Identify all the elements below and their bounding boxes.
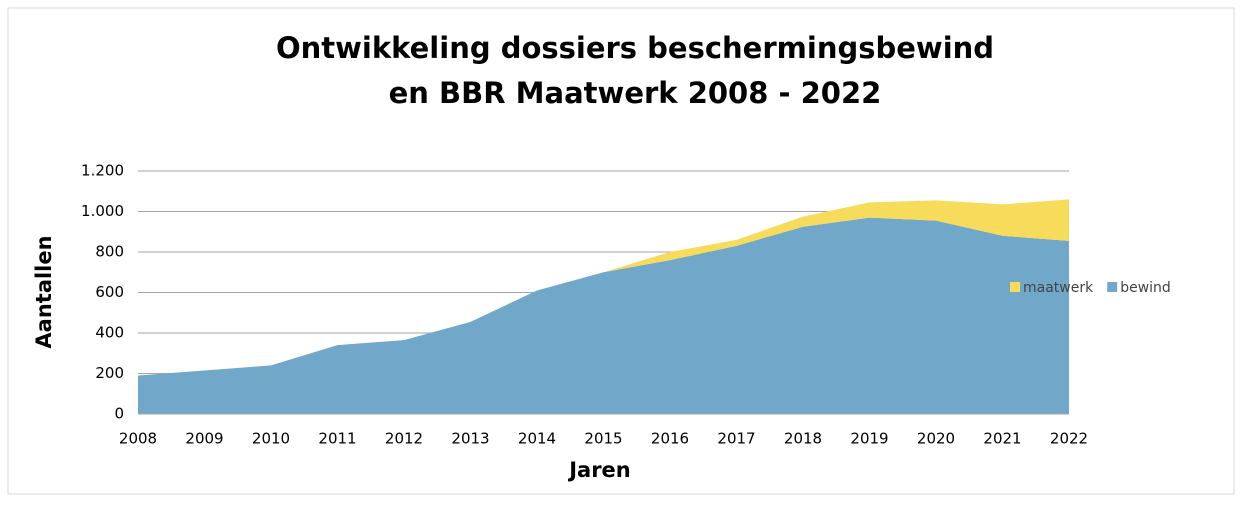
area <box>603 199 1069 273</box>
legend-label: bewind <box>1120 280 1171 296</box>
chart-title: en BBR Maatwerk 2008 - 2022 <box>389 76 882 110</box>
y-tick-label: 1.000 <box>81 202 124 220</box>
legend-label: maatwerk <box>1023 280 1094 296</box>
x-tick-label: 2021 <box>983 430 1021 448</box>
x-tick-label: 2017 <box>717 430 755 448</box>
y-tick-label: 1.200 <box>81 162 124 180</box>
x-tick-label: 2018 <box>784 430 822 448</box>
x-tick-label: 2010 <box>252 430 290 448</box>
chart-title: Ontwikkeling dossiers beschermingsbewind <box>276 31 994 65</box>
y-tick-label: 600 <box>95 283 124 301</box>
legend-swatch <box>1107 282 1118 292</box>
legend-swatch <box>1010 282 1020 292</box>
y-tick-label: 200 <box>95 364 124 382</box>
x-tick-label: 2011 <box>318 430 356 448</box>
x-axis-label: Jaren <box>567 458 631 482</box>
x-tick-label: 2020 <box>917 430 955 448</box>
y-tick-label: 800 <box>95 243 124 261</box>
x-tick-label: 2013 <box>451 430 489 448</box>
y-tick-label: 0 <box>114 405 124 423</box>
y-axis-label: Aantallen <box>32 235 56 348</box>
x-tick-label: 2014 <box>518 430 556 448</box>
x-tick-label: 2019 <box>850 430 888 448</box>
y-tick-label: 400 <box>95 324 124 342</box>
x-tick-label: 2008 <box>119 430 157 448</box>
x-tick-label: 2015 <box>584 430 622 448</box>
x-tick-label: 2009 <box>185 430 223 448</box>
x-tick-label: 2016 <box>651 430 689 448</box>
x-tick-label: 2022 <box>1050 430 1088 448</box>
x-tick-label: 2012 <box>385 430 423 448</box>
area <box>138 217 1069 414</box>
